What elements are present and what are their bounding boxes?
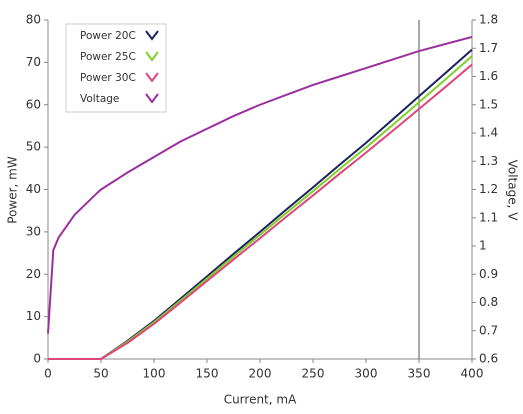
- legend-swatch: [145, 51, 159, 62]
- legend-swatch: [145, 30, 159, 41]
- y2-tick-label: 0.7: [479, 323, 498, 337]
- legend-swatch: [145, 72, 159, 83]
- y2-tick-label: 1.6: [479, 69, 498, 83]
- x-tick-label: 300: [355, 367, 378, 381]
- x-tick-label: 250: [302, 367, 325, 381]
- y2-tick-label: 1.4: [479, 126, 498, 140]
- y-tick-label: 40: [26, 182, 41, 196]
- y-tick-label: 50: [26, 140, 41, 154]
- y-tick-label: 30: [26, 224, 41, 238]
- y-tick-label: 0: [33, 352, 41, 366]
- x-tick-label: 100: [143, 367, 166, 381]
- legend-label: Power 30C: [80, 72, 136, 84]
- series-line: [48, 63, 473, 360]
- legend-label: Power 25C: [80, 51, 136, 63]
- legend-swatch: [145, 93, 159, 104]
- y2-tick-label: 1.8: [479, 13, 498, 27]
- y-tick-label: 10: [26, 309, 41, 323]
- y2-tick-label: 1.5: [479, 97, 498, 111]
- y2-tick-label: 0.9: [479, 267, 498, 281]
- legend-label: Power 20C: [80, 30, 136, 42]
- y2-tick-label: 1: [479, 239, 487, 253]
- y-tick-label: 80: [26, 13, 41, 27]
- x-tick-label: 350: [408, 367, 431, 381]
- y2-tick-label: 0.8: [479, 295, 498, 309]
- x-tick-label: 50: [93, 367, 108, 381]
- y-tick-label: 60: [26, 97, 41, 111]
- x-tick-label: 150: [196, 367, 219, 381]
- y2-tick-label: 1.7: [479, 41, 498, 55]
- y2-tick-label: 0.6: [479, 352, 498, 366]
- y2-tick-label: 1.3: [479, 154, 498, 168]
- x-tick-label: 200: [249, 367, 272, 381]
- y-tick-label: 20: [26, 267, 41, 281]
- legend-label: Voltage: [80, 93, 119, 105]
- y2-tick-label: 1.2: [479, 182, 498, 196]
- x-axis-label: Current, mA: [224, 393, 297, 407]
- x-tick-label: 0: [44, 367, 52, 381]
- series-line: [47, 35, 473, 334]
- y2-axis-label: Voltage, V: [506, 160, 520, 222]
- x-tick-label: 400: [461, 367, 484, 381]
- y-tick-label: 70: [26, 55, 41, 69]
- y-axis-label: Power, mW: [6, 156, 20, 224]
- y2-tick-label: 1.1: [479, 210, 498, 224]
